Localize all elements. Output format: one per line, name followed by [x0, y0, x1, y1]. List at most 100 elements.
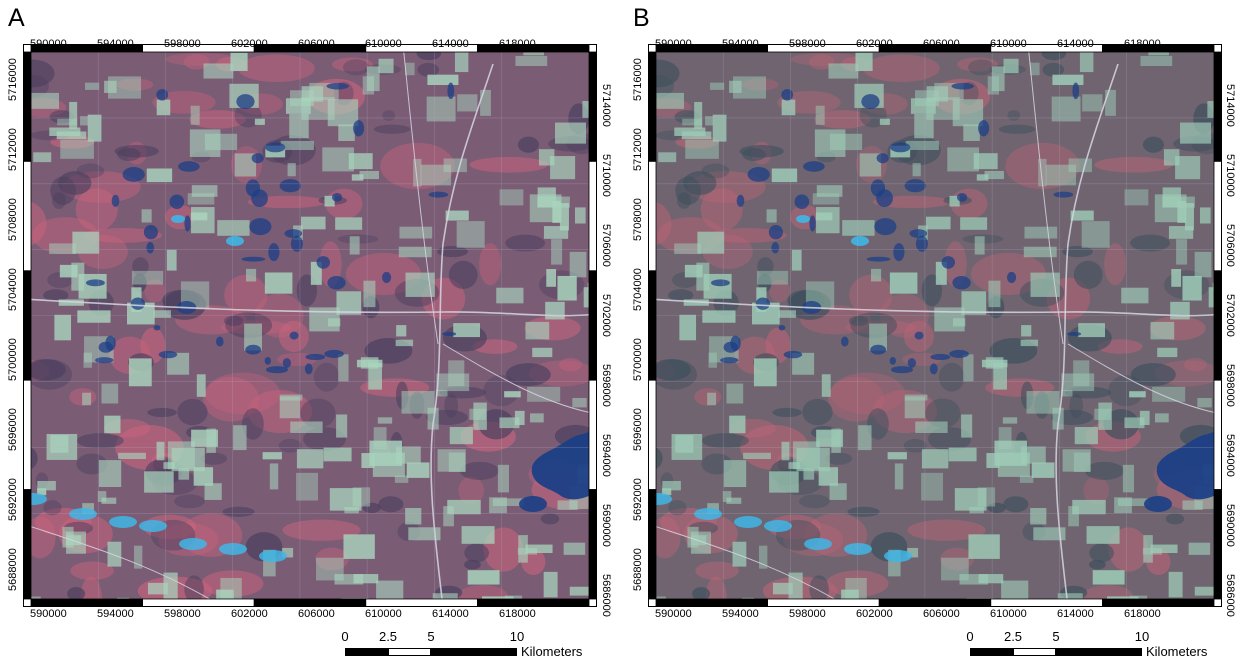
easting-tick-label: 610000	[365, 38, 402, 50]
northing-tick-label-right: 5686000	[1224, 574, 1235, 617]
easting-tick-label: 606000	[298, 38, 335, 50]
northing-tick-label-right: 5710000	[600, 154, 612, 197]
scale-tick-label: 0	[341, 629, 349, 644]
northing-tick-label-left: 5692000	[632, 478, 644, 521]
northing-tick-label-left: 5712000	[632, 128, 644, 171]
map-border-segment	[648, 161, 657, 272]
map-border-segment	[648, 270, 657, 381]
northing-tick-label-left: 5708000	[7, 198, 19, 241]
easting-tick-label: 590000	[30, 608, 67, 620]
map-border-segment	[1101, 598, 1215, 607]
northing-tick-label-right: 5694000	[600, 434, 612, 477]
northing-tick-label-right: 5690000	[600, 504, 612, 547]
map-border-segment	[767, 598, 880, 607]
map-border-segment	[648, 489, 657, 600]
northing-tick-label-left: 5700000	[632, 338, 644, 381]
easting-tick-label: 594000	[722, 608, 759, 620]
northing-tick-label-right: 5702000	[600, 294, 612, 337]
scale-bar-segment	[970, 648, 1013, 656]
easting-tick-label: 590000	[655, 608, 692, 620]
map-border-segment	[142, 598, 255, 607]
map-border-segment	[588, 489, 597, 600]
satellite-map-b	[648, 44, 1222, 607]
northing-tick-label-right: 5714000	[1224, 84, 1235, 127]
northing-tick-label-right: 5698000	[1224, 364, 1235, 407]
panel-a: A 590000 590000 594000 594000 598000 598000 60…	[0, 0, 612, 663]
easting-tick-label: 602000	[231, 38, 268, 50]
map-border-segment	[648, 379, 657, 491]
easting-tick-label: 614000	[432, 608, 469, 620]
map-border-segment	[588, 51, 597, 162]
easting-tick-label: 618000	[499, 608, 536, 620]
map-graphic	[23, 44, 597, 607]
satellite-map-a	[23, 44, 597, 607]
northing-tick-label-left: 5696000	[7, 408, 19, 451]
easting-tick-label: 598000	[164, 608, 201, 620]
map-border-segment	[30, 598, 143, 607]
easting-tick-label: 590000	[30, 38, 67, 50]
map-border-segment	[1213, 51, 1222, 162]
panel-label-a: A	[8, 4, 25, 32]
easting-tick-label: 594000	[722, 38, 759, 50]
map-border-segment	[476, 44, 590, 53]
map-border-segment	[588, 270, 597, 381]
easting-tick-label: 614000	[1057, 38, 1094, 50]
map-border-segment	[1213, 161, 1222, 272]
scale-bar-segment	[1013, 648, 1056, 656]
easting-tick-label: 602000	[231, 608, 268, 620]
northing-tick-label-right: 5686000	[600, 574, 612, 617]
panel-b: B 590000 590000 594000 594000 598000 598000 60…	[625, 0, 1235, 663]
map-border-segment	[1213, 270, 1222, 381]
northing-tick-label-left: 5700000	[7, 338, 19, 381]
map-border-segment	[23, 51, 32, 162]
scale-bar: 0 2.5 5 10 Kilometers	[341, 629, 605, 660]
scale-bar-segment	[345, 648, 388, 656]
map-border-segment	[588, 379, 597, 491]
northing-tick-label-right: 5702000	[1224, 294, 1235, 337]
scale-tick-label: 5	[427, 629, 435, 644]
easting-tick-label: 598000	[789, 38, 826, 50]
scale-tick-label: 5	[1052, 629, 1060, 644]
easting-tick-label: 598000	[789, 608, 826, 620]
map-graphic	[648, 44, 1222, 607]
map-border-segment	[1213, 379, 1222, 491]
scale-tick-label: 2.5	[378, 629, 398, 644]
scale-tick-label: 2.5	[1003, 629, 1023, 644]
northing-tick-label-left: 5708000	[632, 198, 644, 241]
northing-tick-label-right: 5706000	[1224, 224, 1235, 267]
scale-tick-label: 10	[1134, 629, 1150, 644]
map-border-segment	[588, 161, 597, 272]
scale-tick-label: 10	[509, 629, 525, 644]
scale-tick-label: 0	[966, 629, 974, 644]
northing-tick-label-right: 5710000	[1224, 154, 1235, 197]
northing-tick-label-left: 5688000	[632, 548, 644, 591]
northing-tick-label-left: 5716000	[632, 58, 644, 101]
easting-tick-label: 590000	[655, 38, 692, 50]
map-border-segment	[23, 489, 32, 600]
map-border-segment	[878, 598, 992, 607]
map-border-segment	[476, 598, 590, 607]
easting-tick-label: 610000	[990, 38, 1027, 50]
northing-tick-label-left: 5716000	[7, 58, 19, 101]
easting-tick-label: 606000	[923, 608, 960, 620]
map-border-segment	[1213, 489, 1222, 600]
easting-tick-label: 610000	[990, 608, 1027, 620]
scale-bar-segment	[1056, 648, 1142, 656]
easting-tick-label: 594000	[97, 608, 134, 620]
northing-tick-label-left: 5692000	[7, 478, 19, 521]
northing-tick-label-right: 5706000	[600, 224, 612, 267]
northing-tick-label-left: 5704000	[7, 268, 19, 311]
map-border-segment	[655, 598, 768, 607]
easting-tick-label: 602000	[856, 38, 893, 50]
map-border-segment	[23, 161, 32, 272]
map-border-segment	[253, 598, 367, 607]
map-border-segment	[23, 379, 32, 491]
easting-tick-label: 618000	[499, 38, 536, 50]
northing-tick-label-left: 5704000	[632, 268, 644, 311]
scale-bar-segment	[431, 648, 517, 656]
map-border-segment	[365, 598, 478, 607]
northing-tick-label-left: 5696000	[632, 408, 644, 451]
easting-tick-label: 618000	[1124, 38, 1161, 50]
northing-tick-label-right: 5714000	[600, 84, 612, 127]
scale-bar: 0 2.5 5 10 Kilometers	[966, 629, 1230, 660]
